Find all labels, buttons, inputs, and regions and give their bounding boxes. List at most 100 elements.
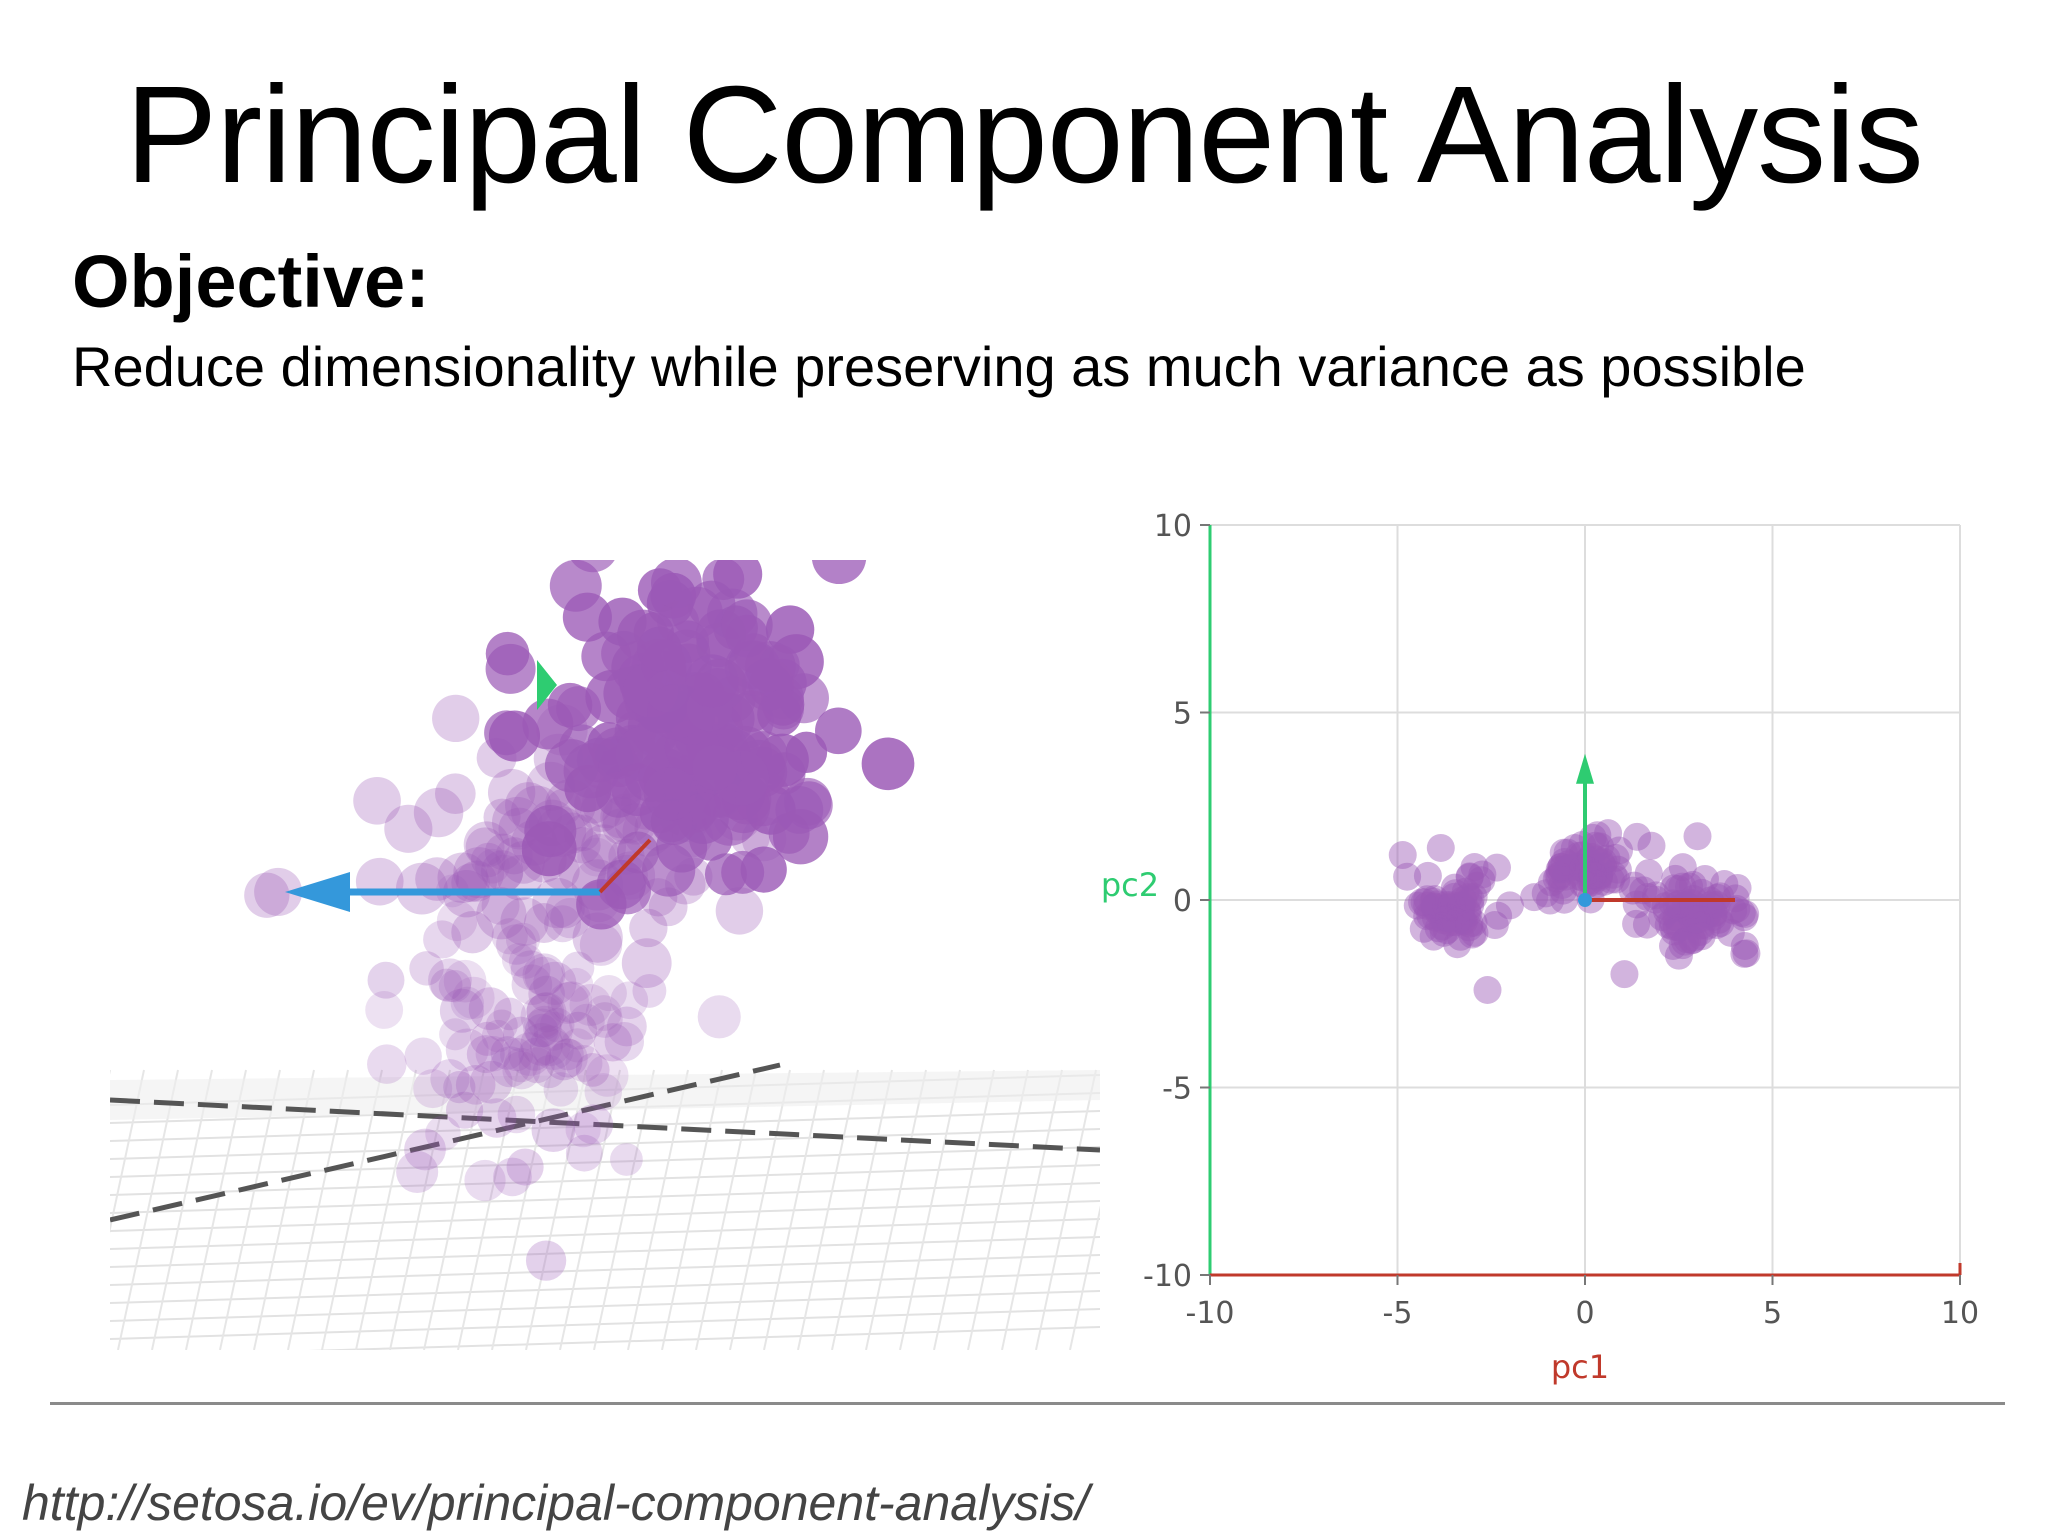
floor-grid-line bbox=[1035, 1069, 1097, 1350]
data-point bbox=[1665, 913, 1694, 942]
data-point-3d bbox=[544, 1042, 583, 1081]
data-point bbox=[1413, 902, 1442, 931]
data-point-3d bbox=[526, 992, 565, 1031]
data-point bbox=[1453, 899, 1482, 928]
data-point-3d bbox=[438, 969, 472, 1003]
data-point-3d bbox=[436, 900, 478, 942]
x-axis-label: pc1 bbox=[1551, 1348, 1609, 1386]
data-point bbox=[1659, 912, 1688, 941]
data-point-3d bbox=[453, 847, 505, 899]
data-point bbox=[1410, 888, 1439, 917]
slide-title: Principal Component Analysis bbox=[125, 58, 1924, 212]
data-point-3d bbox=[545, 889, 585, 929]
data-point-3d bbox=[502, 1016, 539, 1052]
data-point bbox=[1455, 862, 1484, 891]
data-point-3d bbox=[532, 1054, 566, 1089]
floor-grid-line bbox=[110, 1236, 1100, 1268]
data-point bbox=[1680, 923, 1709, 952]
data-point bbox=[1560, 834, 1589, 863]
data-point-3d bbox=[365, 991, 404, 1029]
data-point bbox=[1495, 891, 1524, 920]
data-point bbox=[1678, 925, 1707, 954]
data-point bbox=[1676, 896, 1705, 925]
data-point-3d bbox=[569, 984, 612, 1027]
data-point bbox=[1596, 865, 1625, 894]
data-point bbox=[1685, 918, 1714, 947]
data-point bbox=[1702, 890, 1731, 919]
data-point bbox=[1413, 885, 1442, 914]
data-point-3d bbox=[715, 887, 764, 935]
data-point-3d bbox=[521, 821, 577, 877]
data-point bbox=[1420, 893, 1449, 922]
data-point bbox=[1633, 882, 1662, 911]
data-point-3d bbox=[491, 918, 528, 955]
y-tick-label: -5 bbox=[1162, 1072, 1192, 1107]
data-point bbox=[1435, 904, 1464, 933]
data-point-3d bbox=[610, 981, 649, 1020]
data-point-3d bbox=[648, 887, 688, 927]
data-point bbox=[1555, 853, 1584, 882]
source-url[interactable]: http://setosa.io/ev/principal-component-… bbox=[22, 1475, 1090, 1531]
data-point bbox=[1451, 877, 1480, 906]
data-point bbox=[1623, 822, 1652, 851]
footer-divider bbox=[50, 1402, 2005, 1405]
data-point bbox=[1550, 847, 1579, 876]
data-point bbox=[1589, 867, 1618, 896]
data-point-3d bbox=[565, 1044, 603, 1082]
data-point-3d bbox=[581, 824, 627, 870]
data-point-3d bbox=[511, 964, 553, 1006]
floor-grid bbox=[110, 1069, 1100, 1350]
data-point-3d bbox=[604, 1022, 645, 1062]
data-point-3d bbox=[468, 987, 512, 1031]
floor-grid-line bbox=[627, 1069, 689, 1350]
data-point bbox=[1545, 855, 1574, 884]
data-point-3d bbox=[560, 1028, 595, 1063]
data-point-3d bbox=[559, 1011, 598, 1050]
data-point-3d bbox=[480, 850, 524, 893]
data-point bbox=[1587, 848, 1616, 877]
data-point bbox=[1460, 853, 1489, 882]
floor-grid-line bbox=[321, 1069, 383, 1350]
data-point-3d bbox=[484, 833, 522, 871]
data-point bbox=[1659, 931, 1688, 960]
data-point bbox=[1582, 870, 1611, 899]
data-point bbox=[1459, 883, 1488, 912]
data-point bbox=[1482, 853, 1511, 882]
floor-grid-line bbox=[287, 1069, 349, 1350]
data-point-3d bbox=[496, 924, 537, 965]
data-point bbox=[1548, 871, 1577, 900]
data-point-3d bbox=[485, 1009, 518, 1042]
data-point bbox=[1731, 899, 1760, 928]
data-point-3d bbox=[481, 1019, 515, 1053]
data-point bbox=[1458, 920, 1487, 949]
data-point bbox=[1703, 883, 1732, 912]
data-point bbox=[1658, 889, 1687, 918]
data-point bbox=[1710, 870, 1739, 899]
data-point-3d bbox=[529, 1025, 571, 1067]
data-point-3d bbox=[500, 897, 549, 946]
data-point-3d bbox=[785, 731, 828, 774]
data-point bbox=[1473, 976, 1502, 1004]
data-point bbox=[1727, 898, 1756, 927]
data-point-3d bbox=[526, 992, 567, 1033]
data-point-3d bbox=[580, 833, 619, 872]
data-point-3d bbox=[497, 1095, 536, 1134]
data-point-3d bbox=[547, 982, 590, 1024]
data-point bbox=[1668, 872, 1697, 901]
data-point-3d bbox=[815, 707, 862, 755]
x-tick-label: 5 bbox=[1763, 1296, 1782, 1331]
data-point bbox=[1429, 906, 1458, 935]
data-point bbox=[1423, 897, 1452, 926]
data-point-3d bbox=[452, 976, 495, 1019]
data-point bbox=[1432, 916, 1461, 945]
data-point-3d bbox=[353, 776, 401, 825]
data-point bbox=[1455, 913, 1484, 942]
data-point-3d bbox=[522, 953, 566, 997]
data-point-3d bbox=[568, 1003, 605, 1040]
data-point bbox=[1660, 917, 1689, 946]
data-point-3d bbox=[775, 785, 824, 834]
data-point-3d bbox=[606, 1006, 647, 1047]
data-point-3d bbox=[493, 1157, 532, 1197]
data-point-3d bbox=[697, 995, 741, 1039]
y-tick-label: -10 bbox=[1143, 1259, 1192, 1294]
